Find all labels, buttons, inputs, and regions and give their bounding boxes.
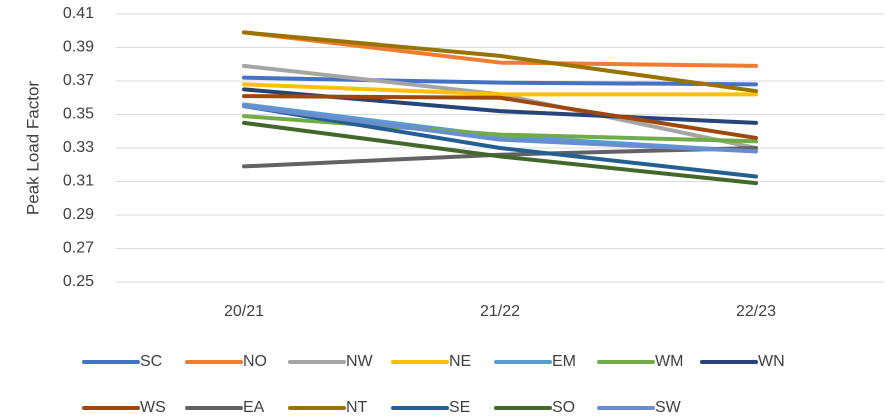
y-tick-label: 0.41	[63, 5, 94, 22]
legend-label: EM	[552, 353, 576, 370]
legend-label: NW	[346, 353, 374, 370]
series-line	[242, 104, 758, 154]
legend-label: SW	[655, 399, 682, 416]
y-axis-label: Peak Load Factor	[23, 81, 42, 216]
series-line	[242, 30, 758, 94]
series-line	[242, 120, 758, 186]
series-line	[242, 104, 758, 179]
x-tick-label: 21/22	[480, 303, 520, 320]
legend-label: NT	[346, 399, 368, 416]
y-tick-label: 0.37	[63, 72, 94, 89]
series-line	[242, 82, 758, 97]
series-line	[242, 94, 758, 140]
y-tick-label: 0.25	[63, 273, 94, 290]
legend-label: SE	[449, 399, 470, 416]
legend-label: WM	[655, 353, 683, 370]
series-line	[242, 30, 758, 68]
series-line	[242, 75, 758, 87]
y-tick-label: 0.29	[63, 206, 94, 223]
legend-label: EA	[243, 399, 265, 416]
y-tick-label: 0.39	[63, 39, 94, 56]
legend-label: WN	[758, 353, 785, 370]
series-line	[242, 114, 758, 144]
y-tick-label: 0.27	[63, 240, 94, 257]
legend-label: NO	[243, 353, 267, 370]
x-tick-label: 20/21	[224, 303, 264, 320]
legend-label: SO	[552, 399, 575, 416]
x-tick-label: 22/23	[736, 303, 776, 320]
y-tick-label: 0.35	[63, 106, 94, 123]
legend-label: NE	[449, 353, 471, 370]
legend-label: WS	[140, 399, 166, 416]
y-tick-label: 0.31	[63, 173, 94, 190]
legend-label: SC	[140, 353, 162, 370]
y-tick-label: 0.33	[63, 139, 94, 156]
